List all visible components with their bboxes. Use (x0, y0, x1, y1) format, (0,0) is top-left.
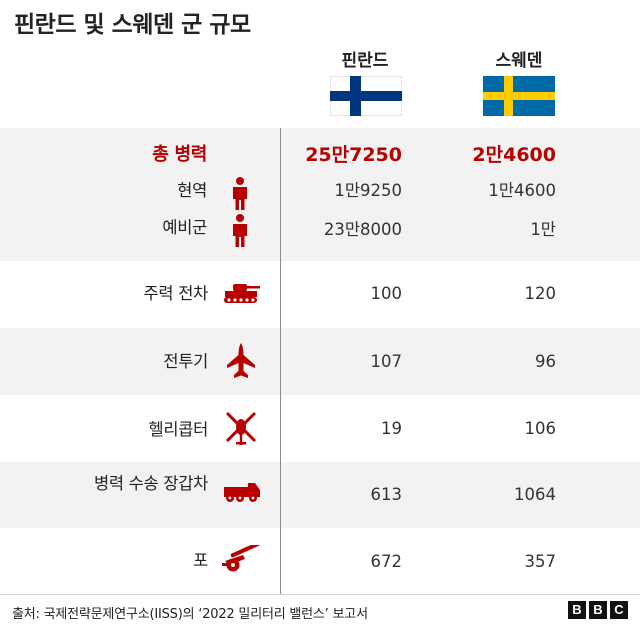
value-finland-helicopters: 19 (381, 419, 402, 438)
value-finland-reserve: 23만8000 (323, 220, 402, 239)
fighter-jet-icon (226, 343, 256, 379)
value-sweden-artillery: 357 (524, 552, 557, 571)
band-helicopters (0, 395, 640, 462)
value-finland-artillery: 672 (370, 552, 403, 571)
source-note: 출처: 국제전략문제연구소(IISS)의 ‘2022 밀리터리 밸런스’ 보고서 (12, 607, 368, 622)
value-finland-active: 1만9250 (334, 181, 402, 200)
value-finland-tanks: 100 (370, 284, 403, 303)
bbc-logo-letter: B (568, 601, 586, 619)
helicopter-icon (224, 409, 258, 447)
row-label-fighters: 전투기 (163, 352, 208, 371)
bbc-logo-letter: B (589, 601, 607, 619)
value-finland-fighters: 107 (370, 352, 403, 371)
tank-icon (222, 281, 262, 305)
band-apc (0, 462, 640, 528)
column-divider (280, 128, 281, 594)
row-label-tanks: 주력 전차 (143, 284, 209, 303)
value-finland-apc: 613 (370, 485, 403, 504)
band-fighters (0, 328, 640, 395)
value-sweden-helicopters: 106 (524, 419, 557, 438)
value-sweden-fighters: 96 (535, 352, 556, 371)
row-label-apc: 병력 수송 장갑차 (93, 474, 208, 493)
column-header-sweden: 스웨덴 (495, 51, 543, 71)
band-personnel (0, 128, 640, 261)
value-finland-total: 25만7250 (305, 144, 402, 166)
footer: 출처: 국제전략문제연구소(IISS)의 ‘2022 밀리터리 밸런스’ 보고서… (0, 594, 640, 624)
page-title: 핀란드 및 스웨덴 군 규모 (14, 12, 251, 38)
armored-vehicle-icon (222, 481, 262, 503)
bbc-logo-letter: C (610, 601, 628, 619)
row-label-reserve: 예비군 (162, 218, 207, 237)
soldier-icon (229, 176, 251, 210)
reservist-icon (229, 213, 251, 247)
row-label-active: 현역 (177, 181, 207, 200)
column-header-finland: 핀란드 (341, 51, 389, 71)
value-sweden-tanks: 120 (524, 284, 557, 303)
band-artillery (0, 528, 640, 594)
value-sweden-total: 2만4600 (472, 144, 556, 166)
row-label-helicopters: 헬리콥터 (148, 420, 208, 439)
bbc-logo: B B C (568, 601, 628, 619)
row-label-total: 총 병력 (152, 144, 207, 165)
value-sweden-reserve: 1만 (530, 220, 556, 239)
value-sweden-apc: 1064 (514, 485, 556, 504)
sweden-flag (483, 76, 555, 116)
finland-flag (330, 76, 402, 116)
artillery-icon (221, 545, 265, 573)
band-tanks (0, 261, 640, 328)
row-label-artillery: 포 (193, 551, 208, 570)
value-sweden-active: 1만4600 (488, 181, 556, 200)
